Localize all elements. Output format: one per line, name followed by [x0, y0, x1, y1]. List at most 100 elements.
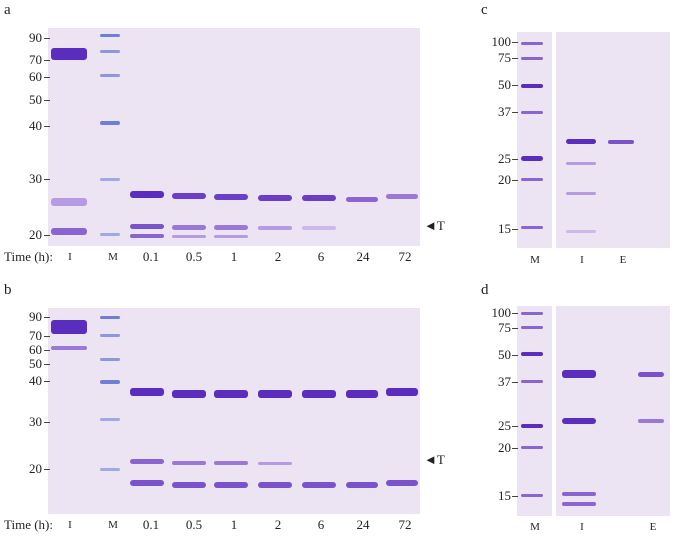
gel-c-marker-band — [521, 84, 543, 88]
marker-tick — [512, 180, 518, 181]
marker-label: 70 — [29, 328, 42, 343]
lane-label: I — [580, 521, 584, 533]
gel-c-band — [566, 139, 596, 144]
arrow-t-b: ◄T — [424, 452, 445, 467]
gel-a-band — [130, 191, 164, 198]
marker-tick — [44, 469, 50, 470]
gel-d-band — [638, 419, 664, 423]
gel-c-marker-band — [521, 178, 543, 181]
gel-b-band — [346, 482, 378, 488]
lane-label: 0.1 — [142, 249, 160, 264]
panel-a-letter: a — [4, 2, 11, 18]
marker-tick — [512, 426, 518, 427]
marker-label: 15 — [498, 221, 511, 236]
time-label: Time (h): — [4, 517, 53, 532]
gel-b-band — [172, 461, 206, 465]
gel-a-band — [172, 235, 206, 238]
time-label: Time (h): — [4, 249, 53, 264]
gel-d-marker-band — [521, 352, 543, 356]
gel-b-band — [302, 390, 336, 398]
gel-c-marker-band — [521, 226, 543, 229]
gel-b-marker-band — [100, 418, 120, 421]
lane-label: 2 — [274, 517, 282, 532]
gel-b-band — [214, 461, 248, 465]
lane-label: 1 — [230, 249, 238, 264]
marker-label: 75 — [498, 50, 511, 65]
gel-c-band — [608, 140, 634, 144]
gel-a — [48, 28, 420, 246]
marker-tick — [44, 336, 50, 337]
gel-a-band — [214, 235, 248, 238]
lane-label: 2 — [274, 249, 282, 264]
gel-a-band — [214, 225, 248, 230]
gel-b-band — [172, 390, 206, 398]
marker-label: 50 — [29, 356, 42, 371]
gel-a-band — [51, 198, 87, 206]
marker-label: 30 — [29, 414, 42, 429]
lane-label: M — [530, 254, 540, 266]
lane-label: M — [108, 519, 118, 531]
gel-b-band — [258, 462, 292, 465]
gel-b-marker-band — [100, 358, 120, 361]
gel-a-band — [346, 197, 378, 202]
lane-label: M — [108, 251, 118, 263]
arrow-t-label: T — [436, 452, 445, 467]
marker-label: 60 — [29, 69, 42, 84]
marker-tick — [44, 60, 50, 61]
gel-a-band — [172, 193, 206, 199]
gel-a-band — [386, 194, 418, 199]
gel-b-marker-band — [100, 468, 120, 471]
gel-b-band — [214, 482, 248, 488]
marker-tick — [512, 313, 518, 314]
gel-c-marker-band — [521, 156, 543, 161]
marker-label: 25 — [498, 418, 511, 433]
marker-tick — [512, 58, 518, 59]
marker-tick — [512, 42, 518, 43]
gel-b-band — [258, 482, 292, 488]
gel-c-marker-band — [521, 57, 543, 60]
gel-c — [556, 32, 670, 248]
gel-b-band — [214, 390, 248, 398]
gel-b-band — [172, 482, 206, 488]
marker-label: 40 — [29, 373, 42, 388]
marker-label: 70 — [29, 52, 42, 67]
gel-a-band — [258, 226, 292, 230]
gel-a-band — [51, 228, 87, 235]
lane-label: 24 — [356, 517, 370, 532]
marker-label: 20 — [29, 461, 42, 476]
gel-d-band — [638, 372, 664, 377]
marker-tick — [512, 229, 518, 230]
gel-b-band — [346, 390, 378, 398]
gel-a-band — [214, 194, 248, 200]
lane-label: E — [649, 521, 657, 533]
gel-b-marker-band — [100, 380, 120, 384]
lane-label: I — [580, 254, 584, 266]
lane-label: 24 — [356, 249, 370, 264]
gel-a-marker-band — [100, 121, 120, 125]
gel-b — [48, 308, 420, 514]
gel-d-band — [562, 370, 596, 378]
marker-tick — [44, 179, 50, 180]
gel-a-band — [130, 234, 164, 238]
gel-a-marker-band — [100, 178, 120, 181]
marker-tick — [512, 112, 518, 113]
lane-label: E — [619, 254, 627, 266]
gel-d-band — [562, 418, 596, 424]
marker-label: 90 — [29, 309, 42, 324]
marker-tick — [44, 381, 50, 382]
lane-label: 1 — [230, 517, 238, 532]
gel-a-band — [258, 195, 292, 201]
marker-label: 15 — [498, 488, 511, 503]
gel-b-marker-band — [100, 334, 120, 337]
gel-b-band — [51, 320, 87, 334]
marker-label: 50 — [498, 347, 511, 362]
marker-label: 37 — [498, 104, 511, 119]
gel-c-marker-lane — [517, 32, 552, 248]
marker-label: 50 — [498, 77, 511, 92]
marker-tick — [512, 328, 518, 329]
gel-a-band — [302, 195, 336, 201]
marker-tick — [512, 85, 518, 86]
gel-d-band — [562, 492, 596, 496]
gel-a-band — [130, 224, 164, 229]
gel-b-band — [258, 390, 292, 398]
